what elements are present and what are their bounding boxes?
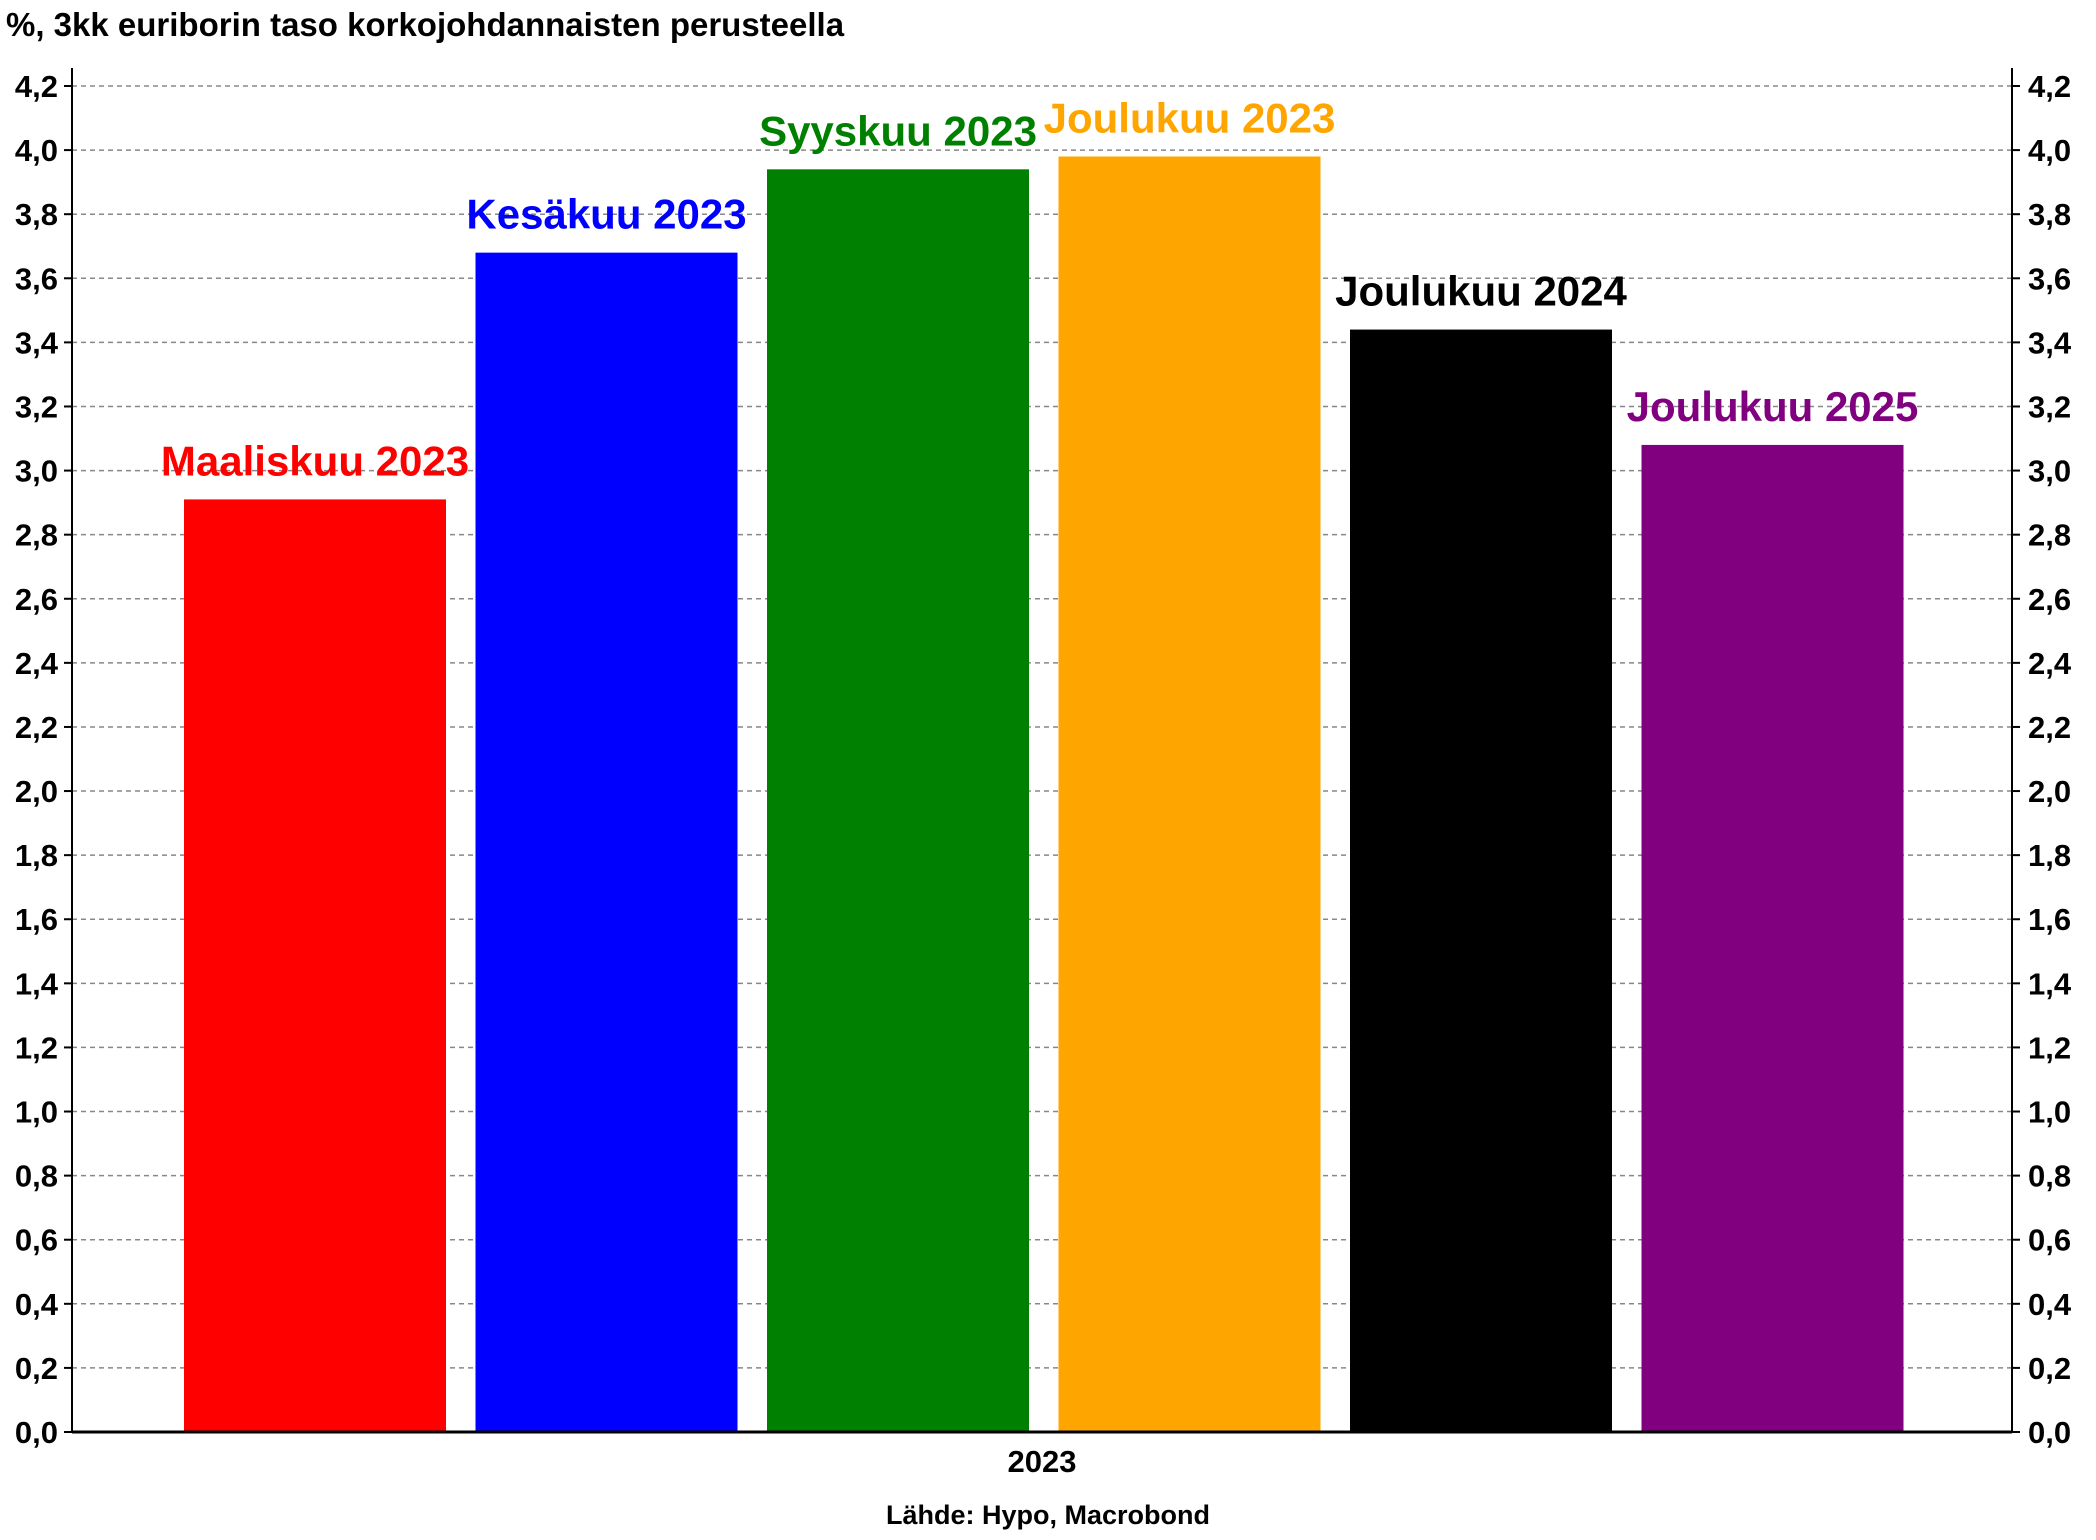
y-tick-label-left: 1,4 xyxy=(15,966,59,1001)
y-tick-label-left: 0,8 xyxy=(15,1159,58,1194)
chart-title: %, 3kk euriborin taso korkojohdannaisten… xyxy=(6,6,845,43)
y-tick-label-right: 1,2 xyxy=(2028,1030,2071,1065)
y-tick-label-left: 2,0 xyxy=(15,774,58,809)
y-tick-label-left: 1,8 xyxy=(15,838,58,873)
bar-label: Joulukuu 2023 xyxy=(1044,95,1336,142)
y-tick-label-left: 3,6 xyxy=(15,261,58,296)
bar xyxy=(1641,444,1904,1432)
y-tick-label-left: 3,8 xyxy=(15,197,58,232)
y-tick-label-right: 2,4 xyxy=(2028,646,2072,681)
bar-label: Maaliskuu 2023 xyxy=(161,437,469,484)
y-tick-label-right: 1,8 xyxy=(2028,838,2071,873)
y-tick-label-right: 2,8 xyxy=(2028,518,2071,553)
bar xyxy=(475,252,738,1433)
bars xyxy=(184,156,1904,1433)
y-tick-label-left: 3,2 xyxy=(15,389,58,424)
y-tick-label-left: 0,6 xyxy=(15,1223,58,1258)
y-tick-label-right: 3,8 xyxy=(2028,197,2071,232)
bar-label: Joulukuu 2024 xyxy=(1335,268,1627,315)
y-tick-label-left: 2,8 xyxy=(15,518,58,553)
y-tick-label-left: 2,4 xyxy=(15,646,59,681)
y-tick-label-right: 2,2 xyxy=(2028,710,2071,745)
y-tick-label-left: 1,2 xyxy=(15,1030,58,1065)
bar-label: Joulukuu 2025 xyxy=(1627,383,1919,430)
y-tick-label-right: 3,4 xyxy=(2028,325,2072,360)
y-tick-label-right: 4,2 xyxy=(2028,69,2071,104)
y-tick-label-right: 0,0 xyxy=(2028,1415,2071,1450)
axes xyxy=(64,68,2020,1434)
y-tick-label-right: 3,0 xyxy=(2028,454,2071,489)
y-tick-label-left: 2,6 xyxy=(15,582,58,617)
bar-label: Syyskuu 2023 xyxy=(759,107,1037,154)
y-tick-label-left: 2,2 xyxy=(15,710,58,745)
y-tick-label-left: 0,0 xyxy=(15,1415,58,1450)
y-tick-label-right: 0,2 xyxy=(2028,1351,2071,1386)
tick-labels: 0,0 0,0 0,2 0,2 0,4 0,4 0,6 0,6 0,8 0,8 1,0 1,0 1,2 1… xyxy=(15,69,2072,1450)
bar xyxy=(767,169,1029,1432)
bar xyxy=(1058,156,1321,1432)
x-axis-category-label: 2023 xyxy=(1008,1444,1077,1479)
y-tick-label-right: 3,2 xyxy=(2028,389,2071,424)
y-tick-label-right: 1,6 xyxy=(2028,902,2071,937)
y-tick-label-right: 0,8 xyxy=(2028,1159,2071,1194)
y-tick-label-left: 4,2 xyxy=(15,69,58,104)
y-tick-label-left: 3,0 xyxy=(15,454,58,489)
y-tick-label-left: 4,0 xyxy=(15,133,58,168)
bar xyxy=(184,499,446,1432)
y-tick-label-left: 1,6 xyxy=(15,902,58,937)
bar-label: Kesäkuu 2023 xyxy=(466,191,746,238)
y-tick-label-right: 2,6 xyxy=(2028,582,2071,617)
y-tick-label-left: 0,4 xyxy=(15,1287,59,1322)
source-note: Lähde: Hypo, Macrobond xyxy=(886,1500,1210,1530)
y-tick-label-right: 1,4 xyxy=(2028,966,2072,1001)
y-tick-label-right: 0,6 xyxy=(2028,1223,2071,1258)
y-tick-label-right: 2,0 xyxy=(2028,774,2071,809)
y-tick-label-right: 1,0 xyxy=(2028,1095,2071,1130)
y-tick-label-right: 3,6 xyxy=(2028,261,2071,296)
y-tick-label-left: 0,2 xyxy=(15,1351,58,1386)
y-tick-label-left: 1,0 xyxy=(15,1095,58,1130)
y-tick-label-right: 4,0 xyxy=(2028,133,2071,168)
y-tick-label-right: 0,4 xyxy=(2028,1287,2072,1322)
y-tick-label-left: 3,4 xyxy=(15,325,59,360)
bar xyxy=(1350,329,1612,1432)
